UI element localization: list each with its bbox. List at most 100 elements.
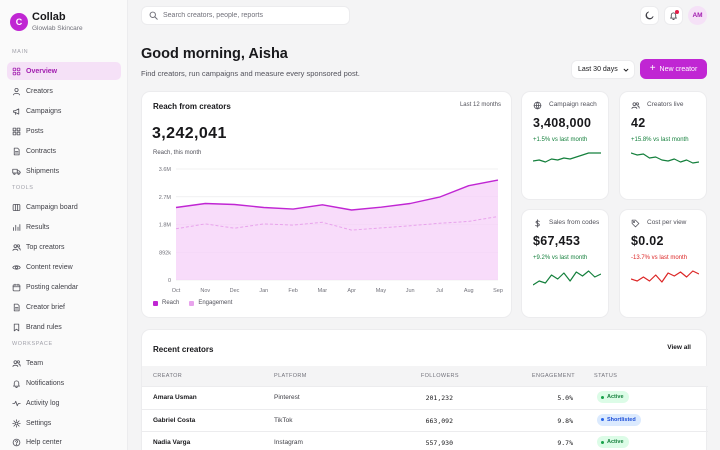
stat-value: 3,408,000 (533, 116, 592, 130)
stat-card-campaign-reach[interactable]: Campaign reach 3,408,000 +1.5% vs last mon… (521, 91, 609, 200)
sidebar-item-notifications[interactable]: Notifications (7, 374, 121, 392)
sidebar-item-help-center[interactable]: Help center (7, 433, 121, 450)
creator-name[interactable]: Gabriel Costa (153, 416, 196, 424)
notifications-button[interactable] (664, 6, 683, 25)
chart-title: Reach from creators (153, 102, 231, 111)
sidebar-item-results[interactable]: Results (7, 218, 121, 236)
truck-icon (12, 168, 21, 175)
sidebar-item-campaigns[interactable]: Campaigns (7, 102, 121, 120)
moon-icon (645, 11, 654, 20)
x-tick-label: Mar (318, 288, 328, 294)
bookmark-icon (13, 323, 20, 331)
legend-item-engagement: Engagement (189, 300, 232, 306)
theme-toggle-button[interactable] (640, 6, 659, 25)
sidebar-item-content-review[interactable]: Content review (7, 258, 121, 276)
x-tick-label: Oct (172, 288, 181, 294)
stat-card-sales-from-codes[interactable]: Sales from codes $67,453 +9.2% vs last mon… (521, 209, 609, 318)
y-tick-label: 2.7M (159, 195, 172, 201)
date-range-select[interactable]: Last 30 days (571, 60, 635, 79)
stat-value: 42 (631, 116, 646, 130)
status-label: Active (607, 394, 624, 400)
x-tick-label: Jan (259, 288, 268, 294)
column-header-followers[interactable]: FOLLOWERS (420, 373, 459, 379)
chart-period[interactable]: Last 12 months (459, 102, 501, 108)
creator-name[interactable]: Amara Usman (153, 394, 197, 401)
stat-card-cost-per-view[interactable]: Cost per view $0.02 -13.7% vs last month (619, 209, 707, 318)
sidebar-item-contracts[interactable]: Contracts (7, 142, 121, 160)
sidebar-item-creators[interactable]: Creators (7, 82, 121, 100)
sidebar-item-brand-rules[interactable]: Brand rules (7, 318, 121, 336)
platform-cell: Instagram (274, 439, 303, 446)
page-title: Good morning, Aisha (141, 46, 288, 62)
reach-chart: 0 892k 1.8M 2.7M 3.6M Oct Nov Dec Jan Feb Mar Apr Ma… (159, 167, 503, 294)
sidebar-item-posting-calendar[interactable]: Posting calendar (7, 278, 121, 296)
status-dot (601, 395, 604, 399)
sidebar-item-label: Results (26, 223, 50, 231)
y-tick-label: 1.8M (159, 223, 172, 229)
sidebar-item-label: Help center (26, 438, 62, 446)
table-row[interactable]: Amara Usman Pinterest 201,232 5.0% Active (142, 386, 708, 408)
brand-name: Collab (32, 11, 66, 23)
sidebar-item-creator-brief[interactable]: Creator brief (7, 298, 121, 316)
sidebar-item-settings[interactable]: Settings (7, 414, 121, 432)
recent-creators-title: Recent creators (153, 345, 214, 354)
view-all-link[interactable]: View all (667, 344, 691, 351)
column-header-platform[interactable]: PLATFORM (274, 373, 307, 379)
stat-label: Campaign reach (549, 101, 597, 108)
followers-cell: 201,232 (425, 394, 453, 402)
stat-delta: +1.5% vs last month (533, 137, 588, 143)
tag-icon (631, 219, 640, 228)
column-header-engagement[interactable]: ENGAGEMENT (531, 373, 575, 379)
stat-value: $0.02 (631, 234, 664, 248)
chart-icon (13, 223, 21, 231)
y-tick-label: 3.6M (159, 167, 172, 173)
sidebar-item-campaign-board[interactable]: Campaign board (7, 198, 121, 216)
x-tick-label: Sep (493, 288, 503, 294)
column-header-status[interactable]: STATUS (594, 373, 618, 379)
x-tick-label: Apr (347, 288, 356, 294)
search-input[interactable] (163, 12, 343, 19)
reach-caption: Reach, this month (153, 150, 202, 156)
avatar[interactable]: AM (688, 6, 707, 25)
x-tick-label: Jun (406, 288, 415, 294)
sidebar-item-shipments[interactable]: Shipments (7, 162, 121, 180)
sidebar-section-tools: TOOLS (12, 185, 34, 191)
sidebar-item-team[interactable]: Team (7, 354, 121, 372)
new-creator-button[interactable]: + New creator (640, 59, 707, 79)
sidebar-section-workspace: WORKSPACE (12, 341, 53, 347)
status-badge: Shortlisted (597, 413, 641, 426)
sidebar-item-activity-log[interactable]: Activity log (7, 394, 121, 412)
sidebar-item-overview[interactable]: Overview (7, 62, 121, 80)
status-dot (601, 418, 604, 421)
document-icon (13, 303, 20, 311)
pulse-icon (12, 400, 21, 406)
column-header-creator[interactable]: CREATOR (153, 373, 183, 379)
platform-cell: Pinterest (274, 394, 300, 401)
sidebar-section-main: MAIN (12, 49, 29, 55)
table-row[interactable]: Nadia Varga Instagram 557,930 9.7% Active (142, 431, 708, 450)
engagement-line (175, 216, 499, 231)
sparkline (533, 270, 601, 286)
search-bar[interactable] (141, 6, 350, 25)
calendar-icon (12, 283, 21, 291)
status-label: Active (607, 439, 624, 445)
reach-chart-card: Reach from creators Last 12 months 3,242… (141, 91, 512, 318)
reach-value: 3,242,041 (152, 125, 227, 142)
bell-icon (13, 379, 20, 388)
sparkline (631, 270, 699, 283)
new-creator-label: New creator (659, 65, 698, 73)
brand[interactable]: C Collab Glowlab Skincare (10, 10, 122, 36)
creator-name[interactable]: Nadia Varga (153, 439, 191, 446)
table-row[interactable]: Gabriel Costa TikTok 663,092 9.8% Shortliste… (142, 408, 708, 431)
sidebar-item-label: Overview (26, 67, 58, 75)
stat-card-creators-live[interactable]: Creators live 42 +15.8% vs last month (619, 91, 707, 200)
sidebar-item-top-creators[interactable]: Top creators (7, 238, 121, 256)
search-icon (149, 11, 158, 20)
stat-label: Sales from codes (549, 219, 600, 226)
sidebar-item-posts[interactable]: Posts (7, 122, 121, 140)
sidebar-item-label: Contracts (26, 147, 56, 155)
sidebar-item-label: Notifications (26, 379, 65, 387)
legend-label: Engagement (198, 300, 233, 306)
globe-icon (533, 101, 542, 110)
y-tick-label: 892k (159, 250, 171, 256)
